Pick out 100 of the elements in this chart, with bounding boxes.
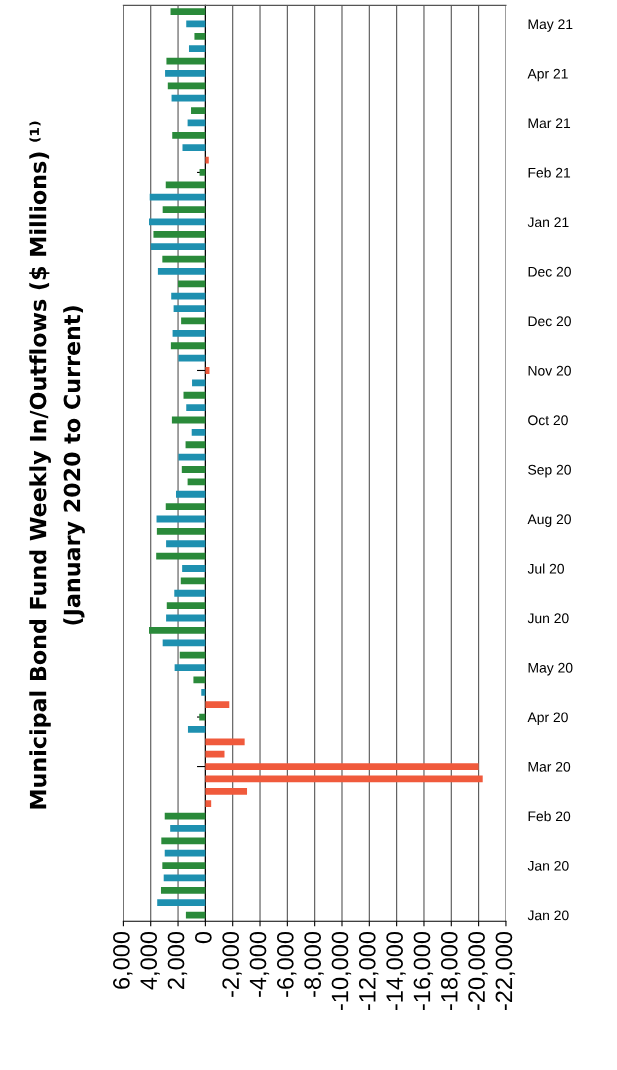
bar: [174, 589, 206, 597]
bar: [179, 651, 206, 659]
bar: [165, 181, 206, 189]
bar: [180, 577, 206, 585]
x-tick-label: -16,000: [413, 931, 434, 1011]
bar: [201, 688, 206, 696]
bar: [185, 441, 206, 449]
y-tick-label: Jan 20: [527, 860, 569, 871]
bar: [157, 268, 206, 275]
bar: [162, 639, 206, 647]
x-tick-label: -8,000: [304, 931, 324, 997]
bar: [187, 478, 206, 486]
bar: [170, 342, 206, 350]
bar: [149, 218, 206, 226]
y-tick-label: Mar 21: [528, 118, 571, 129]
y-tick-label: Jul 20: [527, 563, 564, 574]
bar: [156, 515, 206, 523]
y-tick-label: Apr 21: [527, 68, 568, 82]
bar: [170, 8, 206, 15]
bar: [186, 404, 206, 412]
bar: [172, 131, 206, 139]
bar: [166, 540, 206, 548]
bar: [156, 527, 206, 535]
x-tick-label: 6,000: [113, 931, 133, 989]
y-tick-label: May 20: [528, 662, 573, 676]
bar: [166, 614, 206, 622]
x-tick-label: 4,000: [140, 931, 160, 990]
x-tick-label: -6,000: [276, 931, 297, 997]
x-tick-label: 2,000: [167, 931, 188, 989]
bar: [178, 453, 206, 461]
bar: [182, 144, 206, 152]
bar: [176, 490, 206, 498]
bar: [205, 763, 479, 770]
bar: [171, 94, 206, 102]
y-tick-label: Apr 20: [527, 712, 568, 725]
bar: [174, 664, 206, 671]
text: Municipal Bond Fund Weekly In/Outflows ($ Millions) ⁽¹⁾: [29, 121, 51, 809]
y-tick-label: Dec 20: [528, 316, 571, 327]
x-tick-label: -2,000: [222, 931, 242, 997]
bar: [205, 367, 210, 374]
bar: [162, 862, 206, 869]
bar: [150, 243, 206, 251]
y-tick-label: Jan 20: [527, 910, 569, 921]
x-tick-label: -10,000: [331, 931, 352, 1011]
y-tick-label: Oct 20: [528, 415, 568, 426]
y-tick-label: Jun 20: [527, 613, 569, 624]
bar: [171, 416, 206, 424]
bar: [182, 565, 206, 572]
bar: [161, 837, 206, 845]
bar: [171, 292, 206, 300]
x-tick-label: -14,000: [386, 931, 406, 1011]
bar: [188, 45, 206, 53]
bar: [181, 466, 206, 473]
bar: [205, 787, 248, 795]
bar: [149, 193, 206, 201]
y-tick-label: Dec 20: [528, 266, 571, 277]
x-tick-label: -20,000: [468, 931, 488, 1011]
bar: [165, 503, 206, 511]
bar: [172, 329, 206, 337]
y-tick-label: Nov 20: [528, 365, 571, 376]
bar: [167, 82, 206, 90]
bar: [192, 379, 206, 387]
y-tick-label: Feb 20: [528, 811, 571, 822]
x-tick-label: -4,000: [249, 931, 270, 997]
y-tick-label: May 21: [528, 19, 573, 32]
bar: [164, 812, 206, 820]
bar: [205, 701, 230, 709]
bar: [160, 886, 206, 894]
bar: [164, 849, 206, 857]
bar: [186, 20, 206, 28]
bar: [157, 899, 206, 907]
x-tick-label: -18,000: [440, 931, 461, 1011]
bar: [205, 738, 245, 746]
bar: [149, 627, 206, 634]
bar: [187, 726, 206, 733]
bar: [162, 206, 206, 213]
bar: [205, 750, 225, 758]
bar: [165, 70, 206, 77]
bar: [153, 230, 206, 238]
bar: [191, 428, 206, 436]
bar: [178, 354, 206, 362]
bar: [191, 107, 206, 114]
bar: [166, 602, 206, 610]
bar: [173, 305, 206, 312]
bar: [156, 552, 206, 560]
bar: [181, 317, 206, 325]
bar: [205, 800, 212, 808]
x-tick-label: -22,000: [495, 931, 516, 1011]
x-tick-label: -12,000: [358, 931, 379, 1011]
bar: [205, 156, 209, 164]
bar: [178, 280, 206, 288]
text: (January 2020 to Current): [63, 306, 85, 625]
bar: [170, 825, 206, 832]
x-tick-label: 0: [194, 931, 212, 944]
y-tick-label: Aug 20: [527, 514, 571, 527]
y-tick-label: Feb 21: [528, 167, 571, 178]
y-tick-label: Sep 20: [528, 464, 571, 478]
y-tick-label: Jan 21: [527, 217, 569, 228]
y-tick-label: Mar 20: [528, 761, 571, 772]
bar: [194, 32, 206, 40]
